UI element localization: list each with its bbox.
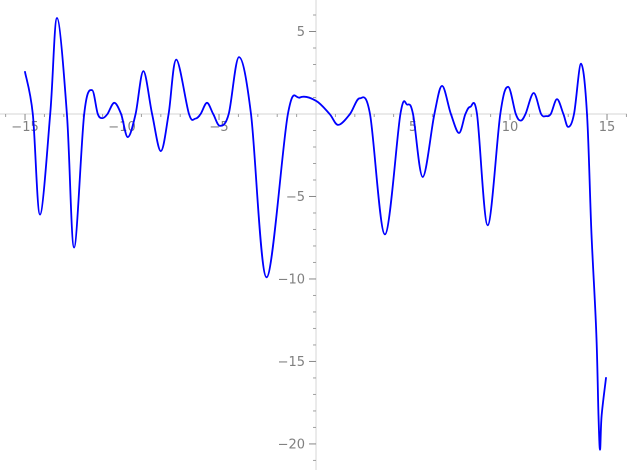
x-tick-label: 15 [599, 120, 616, 135]
x-tick-label: −10 [108, 120, 135, 135]
y-tick-label: −15 [278, 355, 305, 370]
y-tick-label: −20 [278, 437, 305, 452]
y-tick-label: −5 [286, 190, 305, 205]
x-tick-label: 5 [409, 120, 417, 135]
x-tick-label: 10 [502, 120, 519, 135]
y-tick-label: −10 [278, 272, 305, 287]
y-tick-label: 5 [297, 25, 305, 40]
function-curve [24, 17, 607, 451]
x-tick-label: −15 [11, 120, 38, 135]
